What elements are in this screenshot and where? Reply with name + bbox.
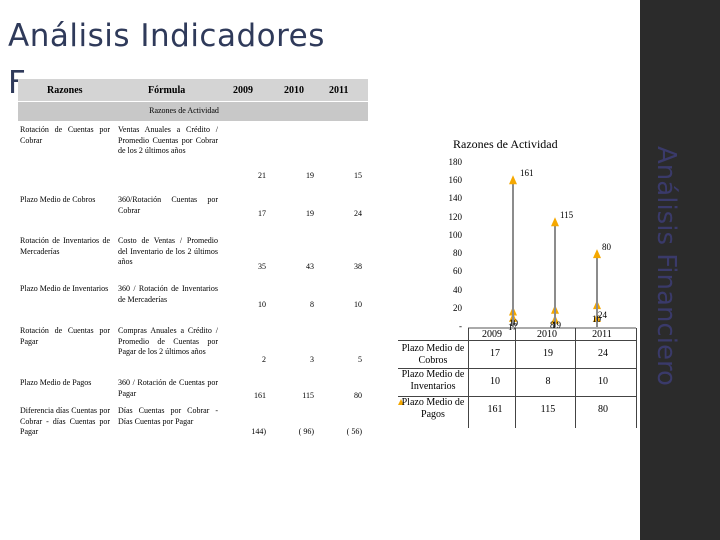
ratio-name: Plazo Medio de Cobros — [20, 195, 96, 204]
x-category-label: 2010 — [537, 329, 557, 340]
data-label: 17 — [508, 321, 517, 332]
table-gridline — [468, 328, 469, 428]
ratio-name: Diferencia días Cuentas por Cobrar - día… — [20, 406, 110, 436]
data-label: 115 — [560, 210, 574, 221]
ratio-value-2011: 38 — [354, 262, 362, 271]
header-2010: 2010 — [284, 85, 304, 96]
ratio-formula: Ventas Anuales a Crédito / Promedio Cuen… — [118, 125, 218, 155]
data-label: 161 — [520, 168, 534, 179]
x-category-label: 2011 — [592, 329, 612, 340]
legend-series-name: Plazo Medio de Pagos — [401, 397, 465, 420]
x-category-label: 2009 — [482, 329, 502, 340]
data-label: 8 — [550, 319, 555, 330]
ratio-formula: Días Cuentas por Cobrar - Días Cuentas p… — [118, 406, 218, 426]
ratio-value-2010: 3 — [310, 355, 314, 364]
ratio-value-2011: 5 — [358, 355, 362, 364]
ratio-value-2011: 24 — [354, 209, 362, 218]
y-tick-label: 60 — [453, 266, 462, 277]
table-gridline — [636, 328, 637, 428]
y-tick-label: 80 — [453, 248, 462, 259]
side-band — [640, 0, 720, 540]
ratio-formula: Compras Anuales a Crédito / Promedio de … — [118, 326, 218, 356]
table-gridline — [575, 328, 576, 428]
ratio-value-2010: 19 — [306, 171, 314, 180]
chart-title: Razones de Actividad — [453, 137, 558, 151]
ratio-value-2010: 19 — [306, 209, 314, 218]
data-table-value: 80 — [598, 404, 608, 415]
ratio-name: Plazo Medio de Inventarios — [20, 284, 109, 293]
data-table-value: 161 — [487, 404, 503, 415]
table-gridline — [398, 340, 636, 341]
table-gridline — [515, 328, 516, 428]
ratio-value-2010: 43 — [306, 262, 314, 271]
ratio-value-2009: 17 — [258, 209, 266, 218]
data-table-value: 17 — [490, 348, 500, 359]
ratio-value-2009: 2 — [262, 355, 266, 364]
table-gridline — [398, 396, 636, 397]
ratio-formula: 360/Rotación Cuentas por Cobrar — [118, 195, 218, 215]
y-tick-label: 40 — [453, 284, 462, 295]
y-tick-label: 160 — [448, 175, 463, 186]
ratio-value-2009: 10 — [258, 300, 266, 309]
side-title-frame: Análisis Financiero — [636, 113, 696, 419]
data-label: 19 — [552, 319, 561, 330]
data-label: 10 — [509, 317, 518, 328]
ratio-value-2011: 10 — [354, 300, 362, 309]
ratio-name: Rotación de Inventarios de Mercaderías — [20, 236, 110, 256]
y-tick-label: 120 — [448, 211, 463, 222]
legend-series-name: Plazo Medio de Inventarios — [401, 369, 465, 392]
ratio-value-2010: 8 — [310, 300, 314, 309]
ratio-value-2009: 161 — [254, 391, 266, 400]
page-title: Análisis Indicadores — [8, 18, 325, 54]
ratio-value-2009: 21 — [258, 171, 266, 180]
header-razones: Razones — [47, 85, 83, 96]
header-formula: Fórmula — [148, 85, 186, 96]
data-label: 10 — [592, 313, 601, 324]
y-tick-label: 20 — [453, 302, 462, 313]
ratio-value-2011: ( 56) — [346, 427, 362, 436]
ratio-name: Plazo Medio de Pagos — [20, 378, 92, 387]
data-table-value: 8 — [545, 376, 551, 387]
data-label: 24 — [598, 310, 607, 321]
header-2011: 2011 — [329, 85, 349, 96]
table-gridline — [398, 368, 636, 369]
legend-series-name: Plazo Medio de Cobros — [401, 343, 465, 366]
y-tick-label: 140 — [448, 193, 463, 204]
y-tick-label: 180 — [448, 157, 463, 167]
ratio-formula: 360 / Rotación de Inventarios de Mercade… — [118, 284, 218, 304]
data-table-value: 10 — [490, 376, 500, 387]
section-bar — [18, 102, 368, 121]
header-2009: 2009 — [233, 85, 253, 96]
ratio-name: Rotación de Cuentas por Cobrar — [20, 125, 110, 145]
table-header-bar — [18, 79, 368, 101]
data-table-value: 10 — [598, 376, 608, 387]
y-tick-label: 100 — [448, 229, 463, 240]
ratio-value-2010: 115 — [302, 391, 314, 400]
data-table-value: 24 — [598, 348, 608, 359]
section-title: Razones de Actividad — [149, 106, 219, 115]
ratio-value-2009: 35 — [258, 262, 266, 271]
data-table-value: 115 — [540, 404, 556, 415]
data-table-value: 19 — [543, 348, 553, 359]
ratio-value-2010: ( 96) — [298, 427, 314, 436]
ratio-value-2011: 80 — [354, 391, 362, 400]
ratio-name: Rotación de Cuentas por Pagar — [20, 326, 110, 346]
ratio-formula: 360 / Rotación de Cuentas por Pagar — [118, 378, 218, 398]
ratio-value-2009: 144) — [251, 427, 266, 436]
data-label: 80 — [602, 242, 611, 253]
ratio-value-2011: 15 — [354, 171, 362, 180]
side-title: Análisis Financiero — [651, 146, 681, 386]
y-tick-label: - — [459, 321, 462, 331]
ratio-formula: Costo de Ventas / Promedio del Inventari… — [118, 236, 218, 266]
